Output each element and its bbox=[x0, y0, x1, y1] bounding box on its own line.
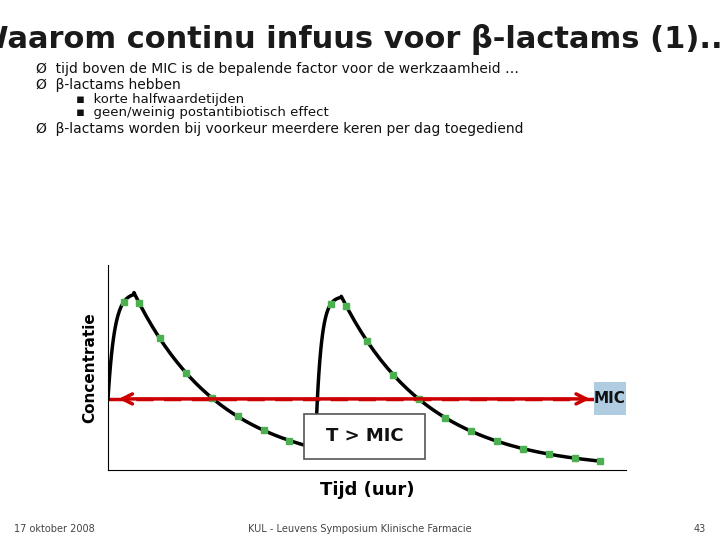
Text: Ø  tijd boven de MIC is de bepalende factor voor de werkzaamheid …: Ø tijd boven de MIC is de bepalende fact… bbox=[36, 62, 519, 76]
Text: T > MIC: T > MIC bbox=[325, 427, 403, 445]
Y-axis label: Concentratie: Concentratie bbox=[82, 312, 97, 423]
Text: 17 oktober 2008: 17 oktober 2008 bbox=[14, 523, 95, 534]
Text: ▪  korte halfwaardetijden: ▪ korte halfwaardetijden bbox=[76, 93, 244, 106]
Text: Ø  β-lactams worden bij voorkeur meerdere keren per dag toegediend: Ø β-lactams worden bij voorkeur meerdere… bbox=[36, 122, 523, 136]
FancyBboxPatch shape bbox=[594, 382, 626, 415]
Text: KUL - Leuvens Symposium Klinische Farmacie: KUL - Leuvens Symposium Klinische Farmac… bbox=[248, 523, 472, 534]
Text: Waarom continu infuus voor β-lactams (1)....: Waarom continu infuus voor β-lactams (1)… bbox=[0, 24, 720, 55]
Text: Ø  β-lactams hebben: Ø β-lactams hebben bbox=[36, 78, 181, 92]
Text: MIC: MIC bbox=[594, 392, 626, 407]
FancyBboxPatch shape bbox=[305, 414, 425, 458]
Text: 43: 43 bbox=[693, 523, 706, 534]
Text: ▪  geen/weinig postantibiotisch effect: ▪ geen/weinig postantibiotisch effect bbox=[76, 106, 328, 119]
X-axis label: Tijd (uur): Tijd (uur) bbox=[320, 481, 415, 499]
